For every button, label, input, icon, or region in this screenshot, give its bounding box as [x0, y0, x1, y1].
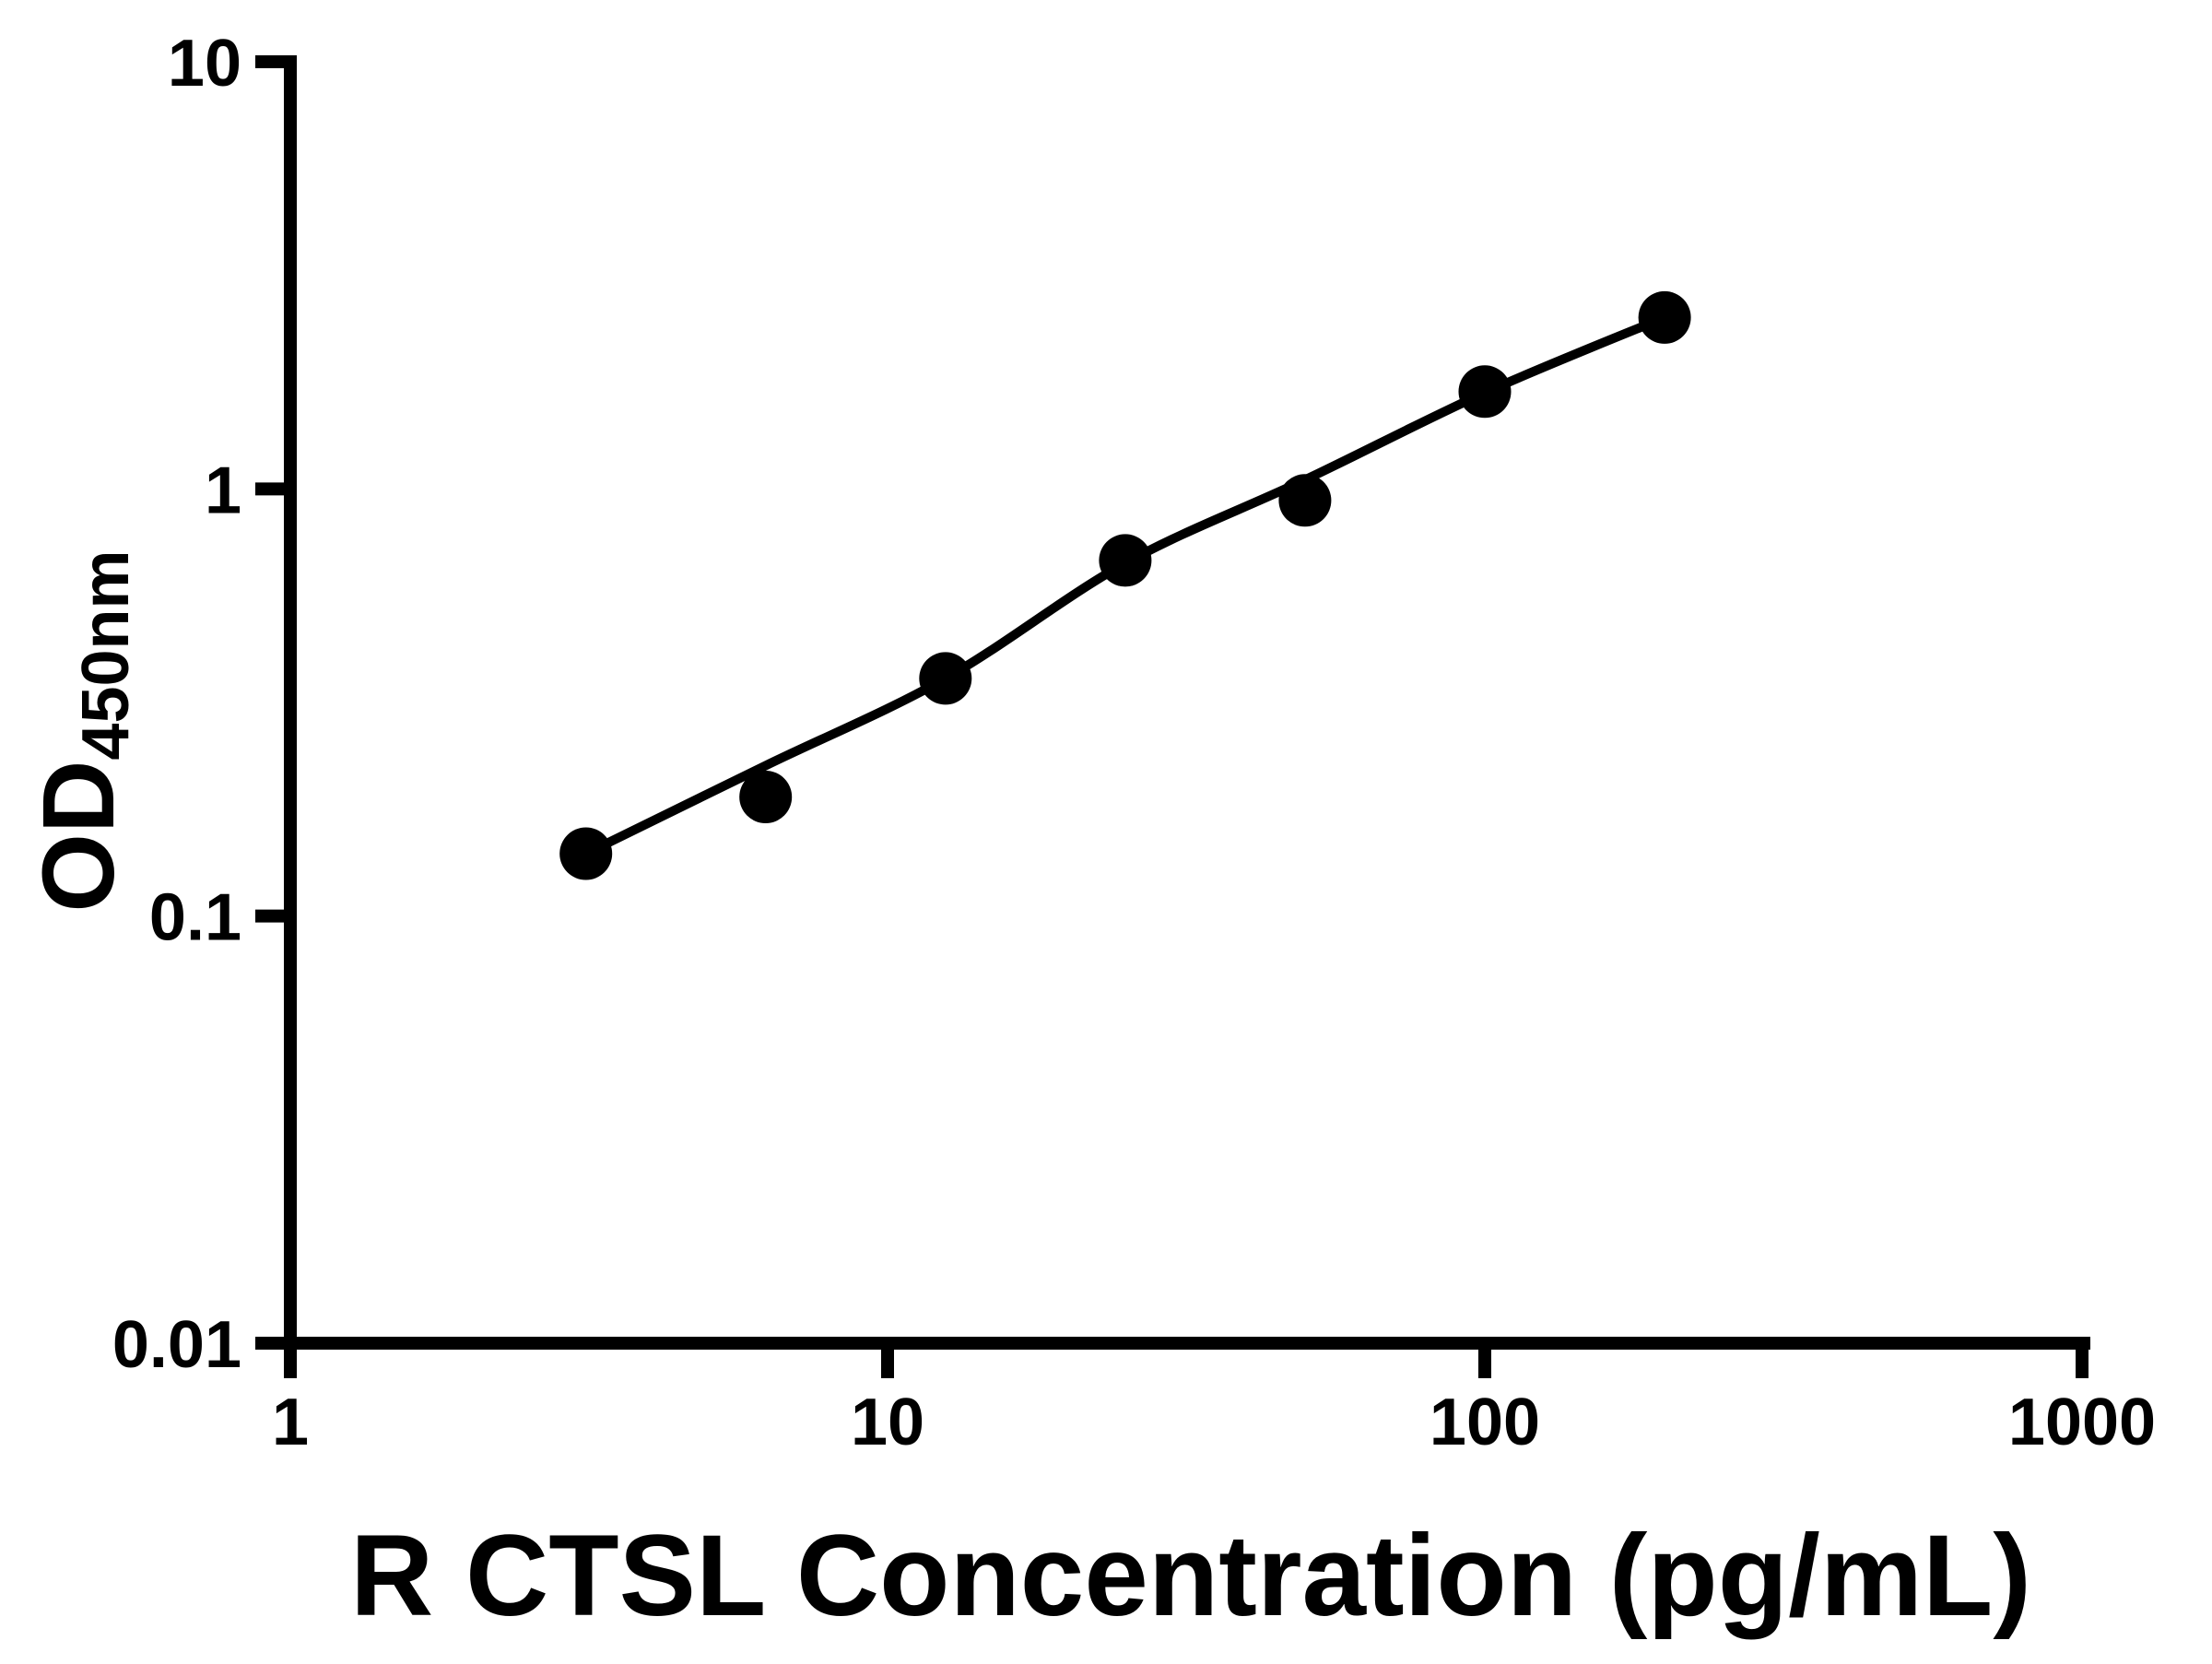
y-axis-title-subscript: 450nm	[69, 549, 143, 760]
data-point	[1278, 474, 1332, 527]
y-tick-label: 10	[168, 27, 241, 100]
y-axis-title-main: OD	[22, 761, 135, 913]
plot-area: 1 10 100 1000 10 1 0.1 0.01	[112, 27, 2156, 1459]
y-tick-label: 0.01	[112, 1308, 241, 1382]
x-tick-label: 100	[1430, 1386, 1540, 1459]
data-point	[1458, 365, 1512, 419]
data-point	[739, 771, 793, 823]
x-axis-title: R CTSL Concentration (pg/mL)	[350, 1512, 2031, 1640]
y-tick-label: 0.1	[149, 881, 241, 955]
x-tick-label: 1	[272, 1386, 309, 1459]
y-axis-title: OD450nm	[22, 549, 143, 912]
x-tick-label: 10	[851, 1386, 924, 1459]
data-point	[1638, 290, 1691, 344]
data-point	[1099, 534, 1152, 587]
y-tick-label: 1	[205, 454, 241, 527]
data-point	[559, 827, 613, 880]
x-tick-label: 1000	[2008, 1386, 2156, 1459]
data-point	[919, 652, 972, 705]
